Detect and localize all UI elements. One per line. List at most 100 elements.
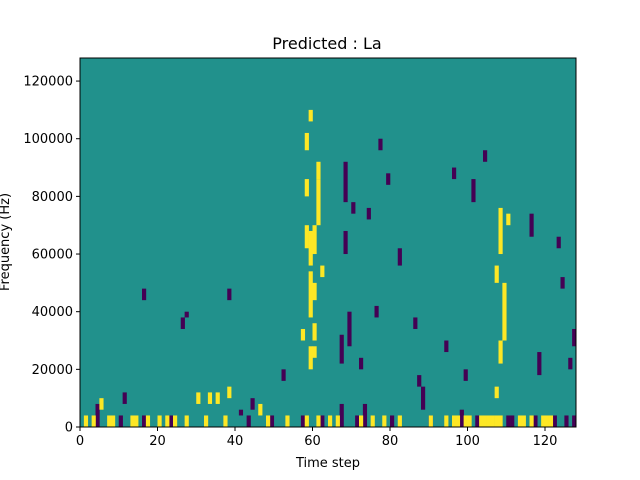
heatmap-cell-high [320,265,325,278]
heatmap-cell-high [308,271,313,318]
x-tick-label: 60 [304,434,321,449]
heatmap-cell-low [142,288,147,301]
heatmap-cell-low [475,415,480,427]
heatmap-cell-low [506,415,511,427]
heatmap-cell-low [269,415,275,427]
x-tick-label: 100 [455,434,480,449]
heatmap-cell-high [382,415,387,427]
heatmap-cell-high [506,213,511,226]
heatmap-cell-low [281,369,286,381]
heatmap-cell-high [173,415,178,427]
heatmap-cell-high [184,415,189,427]
heatmap-cell-low [417,375,422,387]
heatmap-cell-low [397,248,402,266]
heatmap-cell-high [467,415,472,427]
heatmap-cell-high [300,328,306,341]
y-axis: 0 20000 40000 60000 80000 100000 120000 [23,75,80,436]
heatmap-cell-low [184,311,189,318]
heatmap-cell-low [452,167,457,180]
heatmap-cell-high [227,386,232,399]
heatmap-cell-high [107,415,112,427]
heatmap-cell-low [378,138,383,151]
chart-title: Predicted : La [272,34,381,53]
heatmap-cell-low [556,236,561,249]
heatmap-background [80,58,576,427]
heatmap-cell-high [428,415,433,427]
plot-frame [79,57,577,428]
y-axis-label: Frequency (Hz) [0,193,13,291]
heatmap-cell-low [537,352,542,376]
heatmap-cell-high [483,415,488,427]
heatmap-cell-low [572,415,577,427]
heatmap-cell-high [328,415,333,427]
heatmap-cell-low [95,403,100,427]
x-tick-label: 40 [227,434,244,449]
heatmap-cell-low [362,403,368,427]
heatmap-cell-high [359,415,364,427]
heatmap-cell-high [548,415,554,427]
heatmap-cell-high [304,415,309,427]
heatmap-cell-high [312,323,317,341]
heatmap-cell-high [517,415,523,427]
heatmap-cell-low [343,161,348,203]
y-tick-label: 20000 [32,363,73,378]
heatmap-cell-high [223,415,228,427]
heatmap-cell-high [266,415,271,427]
heatmap-cell-low [374,305,379,318]
heatmap-cell-low [246,415,251,427]
heatmap-cell-low [560,277,565,289]
heatmap-cell-low [483,150,488,162]
heatmap-cell-high [157,415,162,427]
heatmap-cell-low [169,415,174,427]
heatmap-cell-low [459,409,464,427]
heatmap-cell-low [351,202,356,214]
heatmap-cell-low [339,334,344,364]
heatmap-cell-high [316,179,321,226]
heatmap-cell-high [494,265,499,283]
heatmap-cell-high [463,415,468,427]
heatmap-cells [83,109,577,427]
heatmap-cell-high [498,340,503,364]
heatmap-cell-high [479,415,484,427]
heatmap-cell-low [471,179,476,203]
heatmap-cell-low [142,415,147,427]
heatmap-cell-high [196,392,201,404]
heatmap-cell-high [494,386,499,399]
heatmap-cell-high [312,225,317,255]
heatmap-cell-high [308,230,313,266]
heatmap-cell-high [91,415,96,427]
heatmap-cell-low [343,230,348,255]
heatmap-cell-high [444,415,449,427]
heatmap-cell-low [386,173,391,185]
heatmap-cell-low [564,415,569,427]
x-tick-label: 20 [149,434,166,449]
heatmap-cell-high [452,415,457,427]
heatmap-cell-high [312,282,317,301]
heatmap-cell-low [390,415,395,427]
heatmap-cell-low [444,340,449,353]
heatmap-cell-high [545,415,550,427]
heatmap-cell-low [347,311,352,347]
heatmap-cell-high [486,415,492,427]
y-tick-label: 60000 [32,248,73,263]
heatmap-cell-low [180,317,185,329]
heatmap-cell-high [455,415,461,427]
heatmap-cell-high [258,403,263,416]
heatmap-cell-low [572,328,577,347]
x-tick-label: 80 [382,434,399,449]
heatmap-cell-high [316,161,321,180]
x-axis: 0 20 40 60 80 100 120 [76,427,558,449]
x-tick-label: 120 [533,434,558,449]
y-tick-label: 100000 [23,132,73,147]
heatmap-cell-high [207,392,213,404]
heatmap-cell-high [521,415,526,427]
heatmap-cell-high [99,398,104,410]
heatmap-cell-low [413,317,418,329]
x-tick-label: 0 [76,434,84,449]
heatmap-cell-low [320,415,325,427]
heatmap-cell-high [308,109,313,122]
heatmap-cell-high [370,415,375,427]
heatmap-cell-high [335,415,340,427]
heatmap-cell-high [502,282,507,341]
heatmap-cell-low [366,207,371,220]
